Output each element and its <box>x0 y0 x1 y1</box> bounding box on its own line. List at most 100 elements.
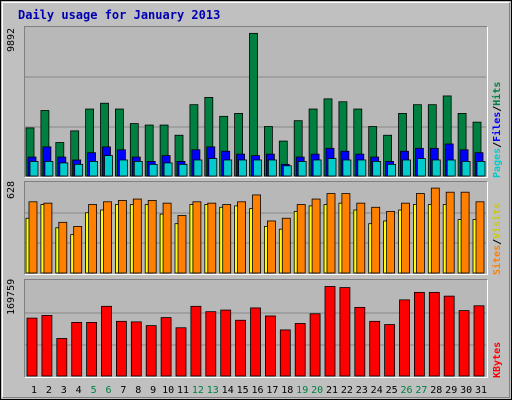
pages-bar <box>312 159 322 177</box>
hits-bar <box>249 32 258 177</box>
pages-bar <box>342 159 352 177</box>
pages-bar <box>267 159 277 177</box>
x-tick-label: 6 <box>105 385 111 396</box>
kbytes-bar <box>428 291 440 377</box>
x-tick-label: 19 <box>296 385 308 396</box>
x-tick-label: 18 <box>281 385 293 396</box>
kbytes-bar <box>354 306 366 377</box>
x-tick-label: 21 <box>326 385 338 396</box>
x-tick-label: 12 <box>192 385 204 396</box>
kbytes-bar <box>250 307 261 377</box>
pages-bar <box>297 161 307 177</box>
pages-bar <box>402 159 411 177</box>
sites-bar <box>28 201 38 274</box>
kbytes-bar <box>56 338 68 377</box>
pages-bar <box>208 158 218 177</box>
x-tick-label: 5 <box>91 385 97 396</box>
sites-bar <box>326 193 336 274</box>
pages-bar <box>29 161 39 177</box>
sites-bar <box>162 202 172 274</box>
kbytes-bar <box>294 323 306 377</box>
sites-bar <box>177 215 187 274</box>
sites-bar <box>192 201 202 274</box>
x-tick-label: 27 <box>415 385 427 396</box>
sites-bar <box>386 210 396 274</box>
kbytes-bar <box>160 317 172 377</box>
pages-bar <box>416 158 426 177</box>
pages-bar <box>193 159 203 177</box>
x-tick-label: 17 <box>266 385 278 396</box>
pages-bar <box>476 161 486 177</box>
pages-bar <box>89 161 98 177</box>
sites-bar <box>147 200 157 274</box>
x-tick-label: 4 <box>76 385 82 396</box>
kbytes-bar <box>369 320 381 377</box>
x-tick-label: 14 <box>222 385 234 396</box>
kbytes-bar <box>130 321 142 377</box>
x-tick-label: 22 <box>341 385 353 396</box>
pages-bar <box>44 161 54 177</box>
x-tick-label: 13 <box>207 385 219 396</box>
pages-bar <box>59 162 69 177</box>
kbytes-bar <box>458 310 470 377</box>
kbytes-bar <box>71 321 83 377</box>
sites-bar <box>296 204 306 274</box>
pages-bar <box>238 159 248 177</box>
sites-bar <box>460 191 470 274</box>
kbytes-bar <box>264 315 276 377</box>
x-tick-label: 31 <box>475 385 487 396</box>
x-tick-label: 23 <box>356 385 368 396</box>
pages-bar <box>387 163 397 177</box>
x-tick-label: 8 <box>135 385 141 396</box>
x-tick-label: 29 <box>445 385 457 396</box>
kbytes-bar <box>339 287 351 377</box>
x-tick-label: 7 <box>120 385 126 396</box>
sites-bar <box>237 201 247 274</box>
sites-bar <box>222 204 232 274</box>
kbytes-bar <box>190 305 202 377</box>
sites-bar <box>207 202 217 274</box>
x-tick-label: 25 <box>386 385 398 396</box>
sites-bar <box>475 201 485 274</box>
pages-bar <box>104 155 113 177</box>
pages-bar <box>327 158 337 177</box>
kbytes-bar <box>101 305 112 377</box>
kbytes-bar <box>413 291 425 377</box>
sites-bar <box>252 194 261 274</box>
x-tick-label: 3 <box>61 385 67 396</box>
pages-bar <box>372 161 382 177</box>
pages-bar <box>253 159 262 177</box>
kbytes-bar <box>399 299 410 377</box>
kbytes-bar <box>279 329 291 377</box>
pages-bar <box>178 163 188 177</box>
sites-bar <box>311 198 321 274</box>
sites-bar <box>415 193 425 274</box>
x-tick-label: 2 <box>46 385 52 396</box>
sites-bar <box>371 206 381 274</box>
kbytes-bar <box>309 313 321 377</box>
kbytes-bar <box>175 327 187 377</box>
pages-bar <box>119 159 128 177</box>
x-tick-label: 20 <box>311 385 323 396</box>
kbytes-bar <box>145 325 157 377</box>
x-tick-label: 24 <box>371 385 383 396</box>
kbytes-bar <box>41 315 53 377</box>
x-tick-label: 10 <box>162 385 174 396</box>
x-tick-label: 30 <box>460 385 472 396</box>
sites-bar <box>356 202 366 274</box>
sites-bar <box>88 204 97 274</box>
pages-bar <box>282 165 292 177</box>
kbytes-bar <box>205 311 217 377</box>
kbytes-bar <box>86 321 97 377</box>
chart-title: Daily usage for January 2013 <box>18 8 221 22</box>
sites-bar <box>445 191 455 274</box>
pages-bar <box>148 163 158 177</box>
pages-bar <box>446 159 456 177</box>
x-tick-label: 28 <box>430 385 442 396</box>
pages-bar <box>357 159 367 177</box>
pages-bar <box>431 159 441 177</box>
sites-bar <box>103 201 112 274</box>
pages-bar <box>223 159 233 177</box>
